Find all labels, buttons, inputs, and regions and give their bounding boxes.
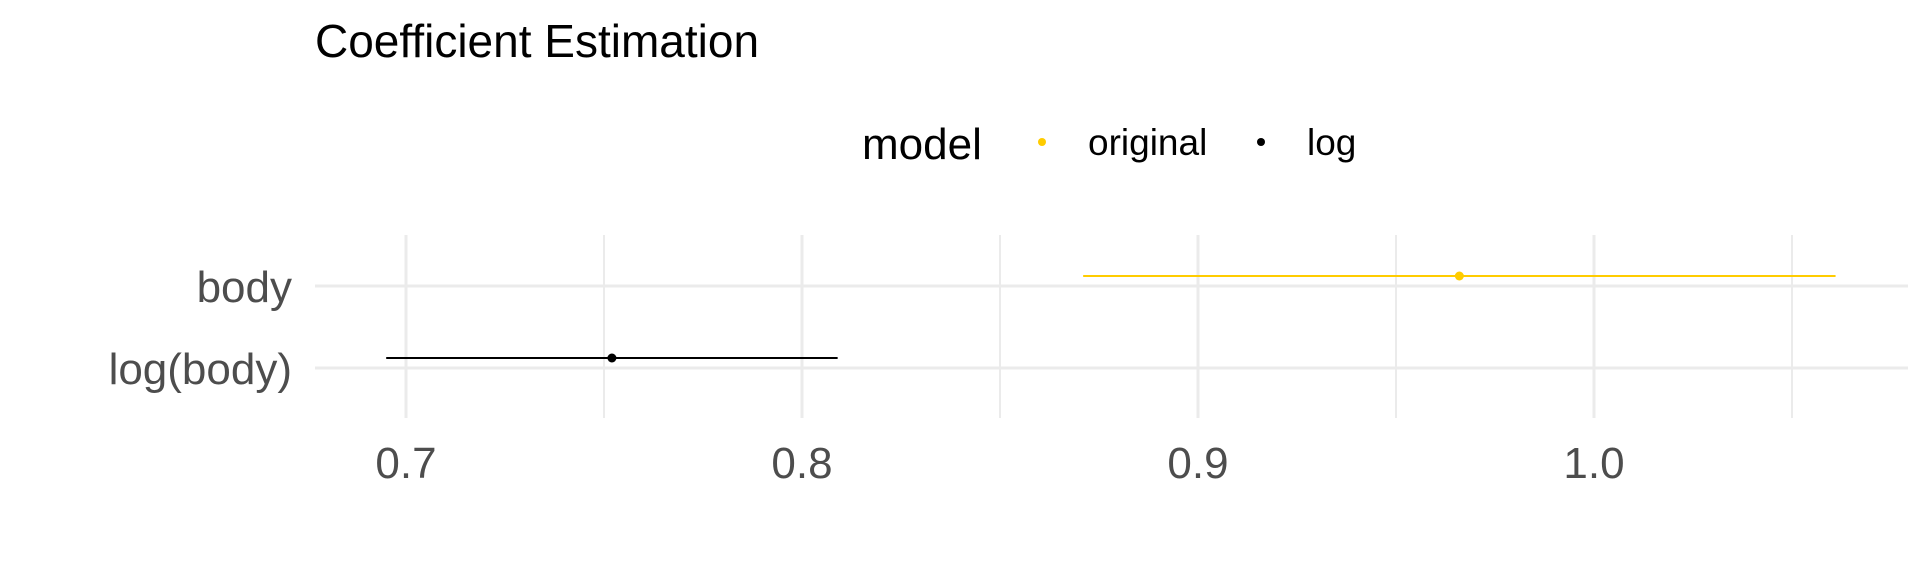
grid [315,235,1908,418]
x-tick-label: 0.9 [1167,439,1228,488]
legend-label-log: log [1307,122,1356,163]
x-tick-label: 0.7 [375,439,436,488]
y-tick-label: body [197,263,292,312]
y-tick-label: log(body) [109,345,292,394]
legend-title: model [862,120,982,169]
x-tick-label: 0.8 [771,439,832,488]
legend-key-log [1257,138,1265,146]
x-tick-label: 1.0 [1563,439,1624,488]
legend: model original log [862,120,1356,169]
legend-label-original: original [1088,122,1207,163]
chart-title: Coefficient Estimation [315,15,759,67]
axis-ticks: 0.7 0.8 0.9 1.0 body log(body) [109,263,1625,488]
chart-marks [386,271,1836,363]
point-original [1454,271,1464,281]
point-log [607,353,617,363]
legend-key-original [1038,138,1046,146]
